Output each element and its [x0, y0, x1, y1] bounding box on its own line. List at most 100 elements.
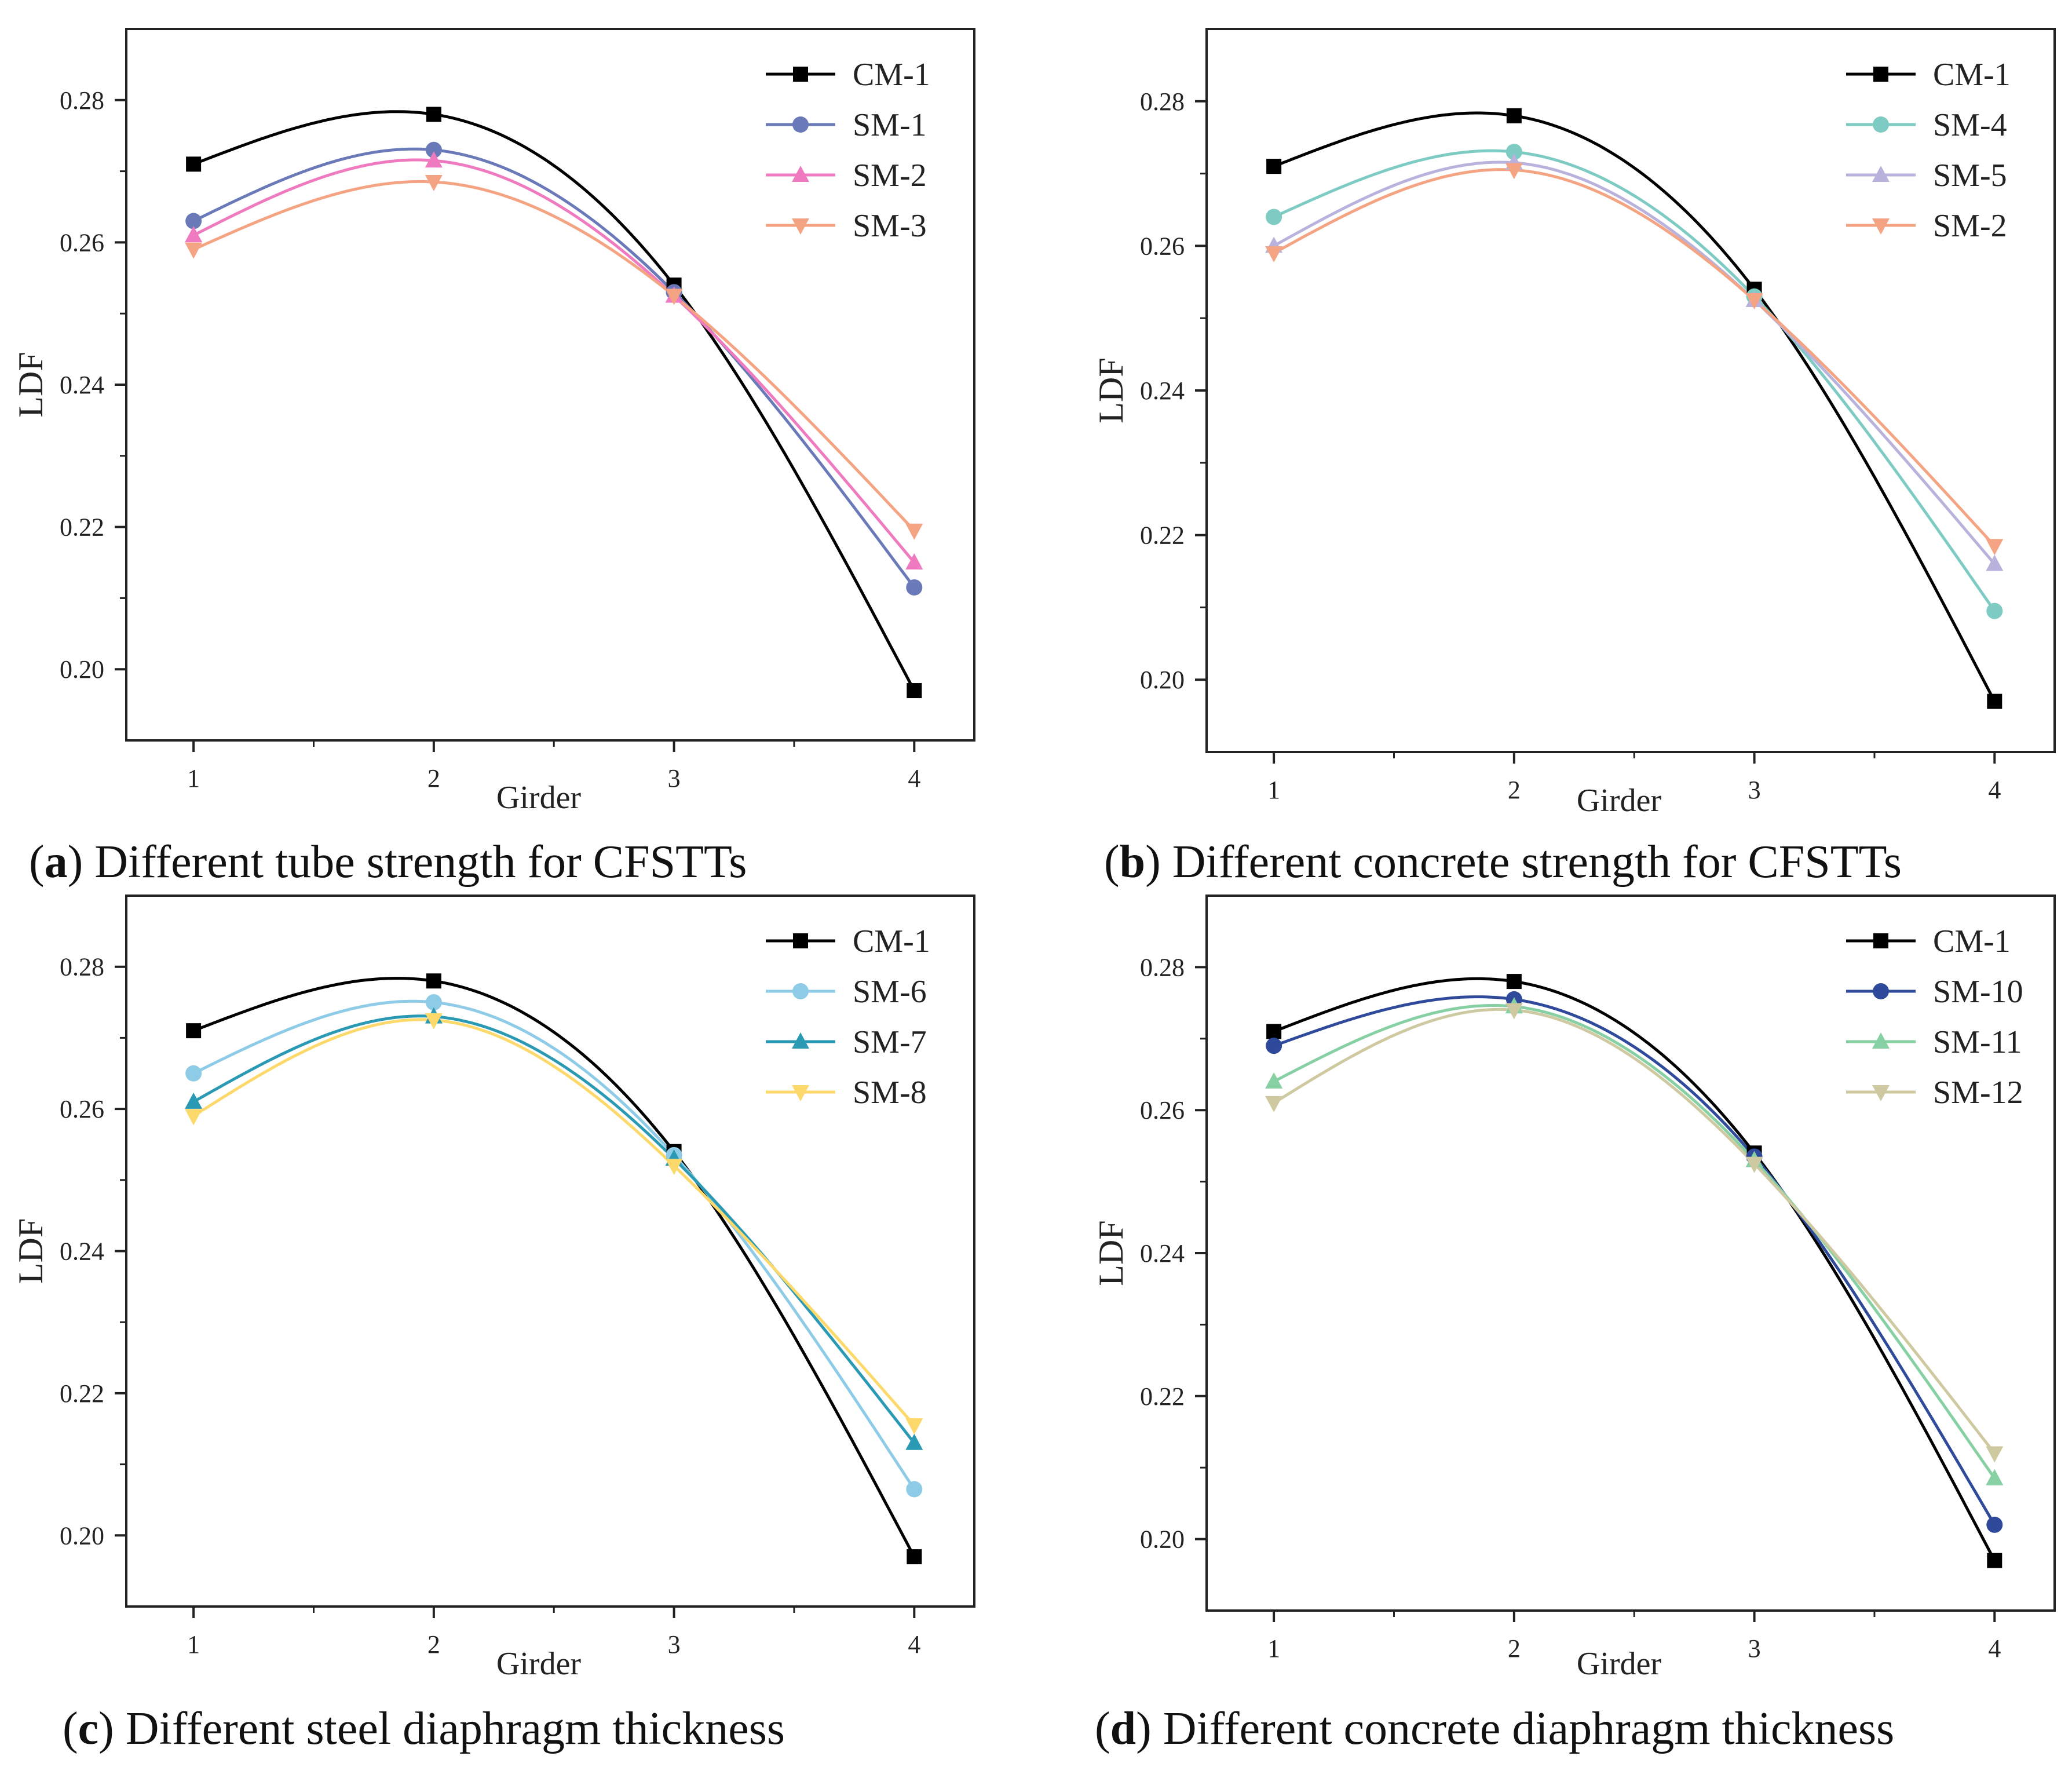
x-axis-label: Girder	[1577, 783, 1662, 819]
caption-letter: c	[78, 1703, 99, 1754]
legend-label: SM-12	[1933, 1075, 2023, 1111]
series-line-sm-7	[192, 1014, 916, 1444]
data-point-sm-3-3	[665, 289, 683, 305]
legend-marker	[792, 1032, 809, 1049]
y-axis-label: LDF	[12, 1218, 50, 1284]
data-point-sm-10-4	[1986, 1516, 2003, 1533]
x-tick-label: 4	[1988, 776, 2001, 804]
plot-frame	[1205, 895, 2056, 1612]
legend-marker	[793, 67, 808, 82]
caption-a: (a) Different tube strength for CFSTTs	[29, 837, 747, 888]
y-tick-label: 0.22	[60, 513, 104, 542]
data-point-sm-2-4	[905, 553, 923, 569]
data-point-sm-12-1	[1265, 1096, 1283, 1112]
data-point-sm-6-2	[425, 994, 442, 1011]
series-line-sm-5	[1273, 160, 1996, 565]
y-tick-label: 0.22	[1140, 521, 1185, 550]
data-point-cm-1-2	[426, 107, 441, 122]
legend-label: SM-8	[853, 1075, 927, 1111]
data-point-sm-2-2	[425, 151, 443, 168]
legend-marker	[1873, 933, 1888, 948]
y-tick-label: 0.28	[60, 953, 104, 981]
data-point-cm-1-1	[186, 1023, 202, 1039]
y-tick-label: 0.22	[1140, 1382, 1185, 1411]
y-tick-label: 0.26	[60, 1095, 104, 1123]
legend-label: CM-1	[1933, 57, 2011, 93]
legend-marker	[1873, 983, 1889, 999]
x-axis-label: Girder	[1577, 1646, 1662, 1682]
legend-marker	[792, 218, 809, 235]
caption-letter: a	[44, 837, 68, 888]
y-tick-label: 0.28	[60, 86, 104, 115]
series-line-cm-1	[1273, 977, 1996, 1561]
legend-label: SM-11	[1933, 1024, 2022, 1060]
series-line-sm-3	[193, 180, 916, 532]
data-point-sm-3-2	[425, 175, 443, 192]
series-line-sm-12	[1273, 1007, 1996, 1455]
x-tick-label: 2	[1508, 1634, 1521, 1663]
chart-panel-c: 0.20 0.22 0.24 0.26 0.28 1 2 3 4 Girder LDF CM-1 SM-…	[12, 895, 975, 1682]
data-point-sm-6-1	[185, 1065, 202, 1082]
legend-marker	[1872, 166, 1890, 182]
data-point-cm-1-2	[1506, 108, 1522, 123]
data-point-cm-1-1	[1266, 1024, 1282, 1039]
data-point-sm-4-4	[1986, 603, 2003, 619]
y-tick-label: 0.20	[60, 655, 104, 684]
x-tick-label: 4	[908, 1630, 920, 1659]
legend-marker	[792, 116, 809, 133]
data-point-sm-7-4	[905, 1433, 923, 1450]
series-line-sm-11	[1273, 1003, 1996, 1480]
y-axis-label: LDF	[1092, 357, 1130, 423]
series-line-sm-10	[1273, 995, 1996, 1526]
x-tick-label: 2	[427, 764, 440, 793]
legend-label: SM-1	[853, 107, 927, 143]
data-point-sm-11-1	[1265, 1072, 1283, 1089]
legend-marker	[1873, 116, 1889, 133]
x-tick-label: 1	[187, 1630, 200, 1659]
data-point-cm-1-4	[1987, 1553, 2002, 1568]
data-point-sm-7-1	[185, 1092, 203, 1109]
legend-marker	[1872, 218, 1890, 235]
data-point-cm-1-4	[907, 1549, 922, 1565]
y-tick-label: 0.20	[1140, 1525, 1185, 1554]
data-point-cm-1-1	[186, 156, 202, 172]
plot-frame	[125, 895, 975, 1608]
x-axis-label: Girder	[496, 780, 582, 816]
series-line-sm-4	[1273, 149, 1996, 612]
x-tick-label: 3	[1748, 776, 1761, 804]
caption-text: Different concrete diaphragm thickness	[1151, 1703, 1895, 1754]
legend-label: SM-5	[1933, 158, 2007, 194]
chart-panel-a: 0.20 0.22 0.24 0.26 0.28 1 2 3 4 Girder LDF CM-1 SM-…	[12, 28, 975, 816]
series-line-cm-1	[193, 977, 916, 1558]
y-tick-label: 0.24	[1140, 377, 1185, 405]
chart-panel-b: 0.20 0.22 0.24 0.26 0.28 1 2 3 4 Girder LDF CM-1 SM-…	[1092, 28, 2056, 819]
y-tick-label: 0.24	[1140, 1239, 1185, 1268]
data-point-sm-1-2	[425, 141, 442, 158]
data-point-cm-1-1	[1266, 159, 1282, 174]
data-point-sm-4-2	[1505, 144, 1522, 160]
caption-letter: d	[1110, 1703, 1137, 1754]
series-line-sm-2	[1273, 168, 1996, 547]
legend-marker	[792, 166, 809, 182]
x-tick-label: 3	[1748, 1634, 1761, 1663]
data-point-sm-2-1	[1265, 246, 1283, 262]
data-point-sm-4-1	[1266, 209, 1282, 225]
legend-label: SM-7	[853, 1024, 927, 1060]
data-point-sm-12-3	[1745, 1156, 1763, 1173]
data-point-sm-2-2	[1505, 163, 1523, 180]
data-point-sm-10-1	[1266, 1038, 1282, 1054]
series-line-sm-8	[192, 1018, 916, 1426]
y-axis-label: LDF	[1092, 1220, 1130, 1286]
y-tick-label: 0.26	[1140, 1096, 1185, 1125]
y-tick-label: 0.28	[1140, 953, 1185, 981]
y-tick-label: 0.28	[1140, 87, 1185, 116]
caption-d: (d) Different concrete diaphragm thickne…	[1095, 1703, 1895, 1754]
x-tick-label: 1	[1267, 776, 1280, 804]
caption-b: (b) Different concrete strength for CFST…	[1104, 837, 1902, 888]
data-point-cm-1-2	[426, 973, 441, 989]
legend-marker	[1872, 1085, 1890, 1101]
y-tick-label: 0.26	[1140, 232, 1185, 260]
data-point-sm-5-4	[1986, 554, 2004, 571]
data-point-sm-1-1	[185, 213, 202, 229]
legend-marker	[792, 1085, 809, 1101]
